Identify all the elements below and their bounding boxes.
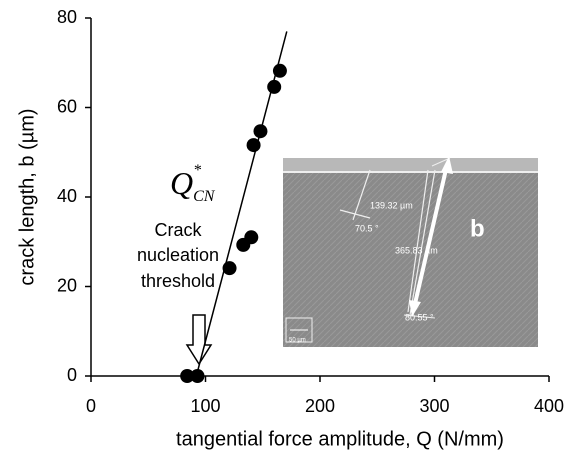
y-tick-label: 0 [67,365,77,385]
y-tick-label: 20 [57,275,77,295]
inset-arrowhead [409,300,421,317]
inset-b-arrow [412,164,449,309]
point [267,79,282,94]
y-tick-label: 40 [57,186,77,206]
point [253,124,268,139]
point [244,230,259,245]
point [246,138,261,153]
annotation-symbol: Q* CN [170,162,216,205]
x-tick-label: 100 [190,396,220,416]
inset-label: 70.5 ° [355,223,379,233]
point [222,261,237,276]
x-tick-label: 400 [534,396,564,416]
inset-label: 80.55 ° [405,312,434,322]
y-tick-label: 80 [57,7,77,27]
point [190,369,205,383]
annotation-text: threshold [141,271,215,291]
annotation-text: nucleation [137,245,219,265]
inset-scale-box [285,317,313,343]
x-tick-label: 0 [86,396,96,416]
annotation-text: Crack [154,220,202,240]
inset-surface [283,158,538,172]
x-tick-label: 200 [305,396,335,416]
inset-label: b [470,215,485,242]
inset-crack [339,169,436,316]
inset-label: 139.32 µm [370,200,413,210]
point [272,63,287,78]
x-tick-label: 300 [419,396,449,416]
inset-arrowhead [441,156,453,174]
inset-label: 50 µm [289,338,306,344]
inset-image: 139.32 µm 70.5 ° 365.83 µm 80.55 ° 50 µm… [283,156,538,347]
inset-label: 365.83 µm [395,245,438,255]
inset-measure [403,157,451,319]
threshold-arrow [185,314,213,366]
point [180,369,195,383]
x-axis-label: tangential force amplitude, Q (N/mm) [176,428,504,450]
y-axis-label: crack length, b (µm) [16,108,38,285]
y-tick-label: 60 [57,96,77,116]
